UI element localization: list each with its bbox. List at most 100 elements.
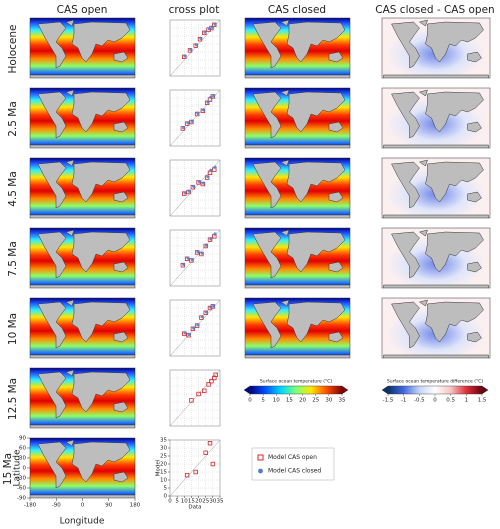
closed-point: [209, 168, 213, 172]
closed-point: [183, 331, 187, 335]
open-point: [213, 372, 218, 377]
closed-point: [209, 237, 213, 241]
y-tick-label: 0: [164, 494, 168, 500]
open-point: [193, 469, 198, 475]
y-tick-label: 30: [160, 446, 167, 452]
closed-point: [213, 165, 217, 169]
one-to-one-line: [169, 19, 221, 77]
closed-point: [187, 332, 191, 336]
colorbar-tick-label: 5: [261, 398, 265, 404]
legend-label: Model CAS closed: [268, 468, 321, 475]
closed-point: [183, 191, 187, 195]
x-tick-label: -90: [52, 503, 61, 509]
closed-point: [209, 305, 213, 309]
colorbar-max-arrow: [481, 385, 489, 395]
closed-point: [186, 121, 190, 125]
colorbar-label: Surface ocean temperature (°C): [260, 379, 332, 385]
legend-box: [251, 447, 335, 481]
closed-point: [196, 250, 200, 254]
open-point: [189, 398, 194, 403]
open-point: [207, 440, 213, 446]
colorbar-min-arrow: [381, 385, 389, 395]
colorbar-tick-label: 25: [312, 398, 319, 404]
column-header: CAS open: [57, 4, 108, 16]
x-axis-label: Longitude: [60, 517, 105, 527]
closed-point: [199, 36, 203, 41]
closed-point: [202, 181, 206, 185]
closed-point: [206, 175, 210, 179]
closed-point: [212, 94, 216, 98]
closed-point: [187, 189, 191, 193]
colorbar-tick-label: -0.5: [414, 398, 425, 404]
colorbar-tick-label: -1: [401, 398, 406, 404]
closed-point: [200, 251, 204, 255]
y-tick-label: 25: [160, 454, 167, 460]
y-tick-label: -30: [17, 476, 26, 482]
x-tick-label: 30: [209, 499, 216, 505]
y-axis-label: Latitude: [13, 449, 23, 487]
legend-label: Model CAS open: [268, 454, 317, 461]
y-tick-label: 35: [160, 438, 167, 444]
legend-marker: [257, 454, 264, 461]
row-label: 4.5 Ma: [7, 171, 19, 207]
x-tick-label: 0: [168, 499, 172, 505]
closed-point: [186, 256, 190, 260]
x-tick-label: 10: [181, 499, 188, 505]
open-point: [184, 472, 190, 478]
colorbar-tick-label: 0: [248, 398, 252, 404]
closed-point: [192, 184, 196, 188]
closed-point: [204, 310, 209, 314]
y-tick-label: 10: [160, 478, 167, 484]
closed-point: [189, 48, 193, 52]
row-label: 15 Ma: [2, 453, 14, 485]
x-tick-label: 0: [81, 503, 85, 509]
column-header: CAS closed: [268, 4, 326, 16]
closed-point: [183, 54, 187, 58]
open-point: [202, 388, 207, 393]
y-tick-label: 5: [164, 486, 168, 492]
colorbar-tick-label: 1.5: [478, 398, 487, 404]
colorbar-max-arrow: [341, 385, 349, 395]
x-tick-label: 15: [188, 499, 195, 505]
colorbar-tick-label: 1: [465, 398, 469, 404]
x-tick-label: 35: [217, 499, 224, 505]
colorbar-tick-label: 10: [273, 398, 280, 404]
y-tick-label: 15: [160, 470, 167, 476]
column-header: cross plot: [169, 4, 220, 16]
closed-point: [182, 126, 186, 130]
colorbar-tick-label: 20: [299, 398, 306, 404]
open-point: [210, 461, 216, 467]
closed-point: [196, 323, 200, 327]
x-tick-label: 25: [202, 499, 209, 505]
closed-point: [204, 243, 209, 247]
closed-point: [200, 315, 204, 319]
colorbar-tick-label: -1.5: [383, 398, 394, 404]
colorbar: [249, 385, 343, 395]
open-point: [203, 450, 208, 455]
closed-point: [209, 95, 213, 99]
closed-point: [212, 304, 216, 308]
x-axis-label: Data: [188, 505, 201, 511]
legend-marker: [258, 468, 263, 474]
column-headers: CAS open cross plot CAS closed CAS close…: [57, 4, 495, 16]
y-axis-label: Model: [156, 459, 162, 476]
y-tick-label: 30: [19, 456, 26, 462]
y-tick-label: -90: [17, 496, 26, 502]
row-label: 10 Ma: [7, 313, 19, 345]
open-point: [206, 382, 211, 387]
one-to-one-line: [169, 439, 221, 497]
closed-point: [206, 100, 210, 104]
closed-point: [197, 180, 201, 184]
colorbar-tick-label: 30: [325, 398, 332, 404]
x-tick-label: -180: [24, 503, 37, 509]
colorbar-min-arrow: [243, 385, 251, 395]
closed-point: [182, 262, 186, 266]
colorbar-tick-label: 0.5: [446, 398, 455, 404]
colorbar-tick-label: 0: [433, 398, 437, 404]
closed-point: [202, 108, 206, 112]
closed-point: [190, 258, 194, 262]
closed-point: [192, 326, 196, 330]
open-point: [209, 378, 214, 384]
y-tick-label: -60: [17, 486, 26, 492]
row-label: 7.5 Ma: [7, 241, 19, 277]
